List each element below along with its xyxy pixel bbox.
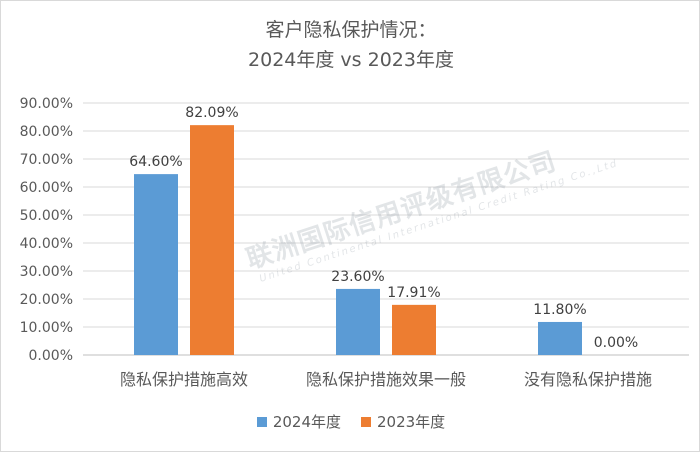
bar-2023: [392, 304, 436, 355]
data-label: 64.60%: [129, 154, 182, 170]
legend-item-2024: 2024年度: [256, 411, 341, 432]
chart-title: 客户隐私保护情况： 2024年度 vs 2023年度: [1, 15, 700, 75]
data-label: 17.91%: [387, 285, 440, 301]
data-label: 23.60%: [331, 269, 384, 285]
bar-2024: [538, 321, 582, 355]
data-label: 11.80%: [533, 302, 586, 318]
bar-2023: [190, 125, 234, 355]
legend-swatch-2023: [361, 416, 371, 427]
y-tick-label: 90.00%: [20, 96, 73, 112]
bar-2024: [134, 174, 178, 355]
legend-label-2023: 2023年度: [377, 413, 446, 431]
y-tick-label: 40.00%: [20, 236, 73, 252]
data-label: 0.00%: [594, 335, 638, 351]
y-tick-label: 30.00%: [20, 264, 73, 280]
legend-swatch-2024: [256, 416, 267, 427]
data-label: 82.09%: [185, 105, 238, 121]
y-tick-label: 50.00%: [20, 208, 73, 224]
legend-item-2023: 2023年度: [361, 411, 445, 432]
y-tick-label: 60.00%: [20, 180, 73, 196]
y-tick-label: 80.00%: [20, 124, 73, 140]
x-tick-label: 隐私保护措施高效: [120, 370, 248, 389]
chart-title-line1: 客户隐私保护情况：: [265, 19, 437, 41]
bar-2024: [336, 288, 380, 355]
y-tick-label: 20.00%: [20, 292, 73, 308]
x-tick-label: 隐私保护措施效果一般: [306, 370, 466, 389]
y-tick-label: 0.00%: [29, 348, 73, 364]
chart-legend: 2024年度 2023年度: [1, 411, 700, 432]
chart-title-line2: 2024年度 vs 2023年度: [248, 49, 454, 71]
legend-label-2024: 2024年度: [272, 413, 341, 431]
x-tick-label: 没有隐私保护措施: [524, 370, 652, 389]
y-tick-label: 10.00%: [20, 320, 73, 336]
y-tick-label: 70.00%: [20, 152, 73, 168]
